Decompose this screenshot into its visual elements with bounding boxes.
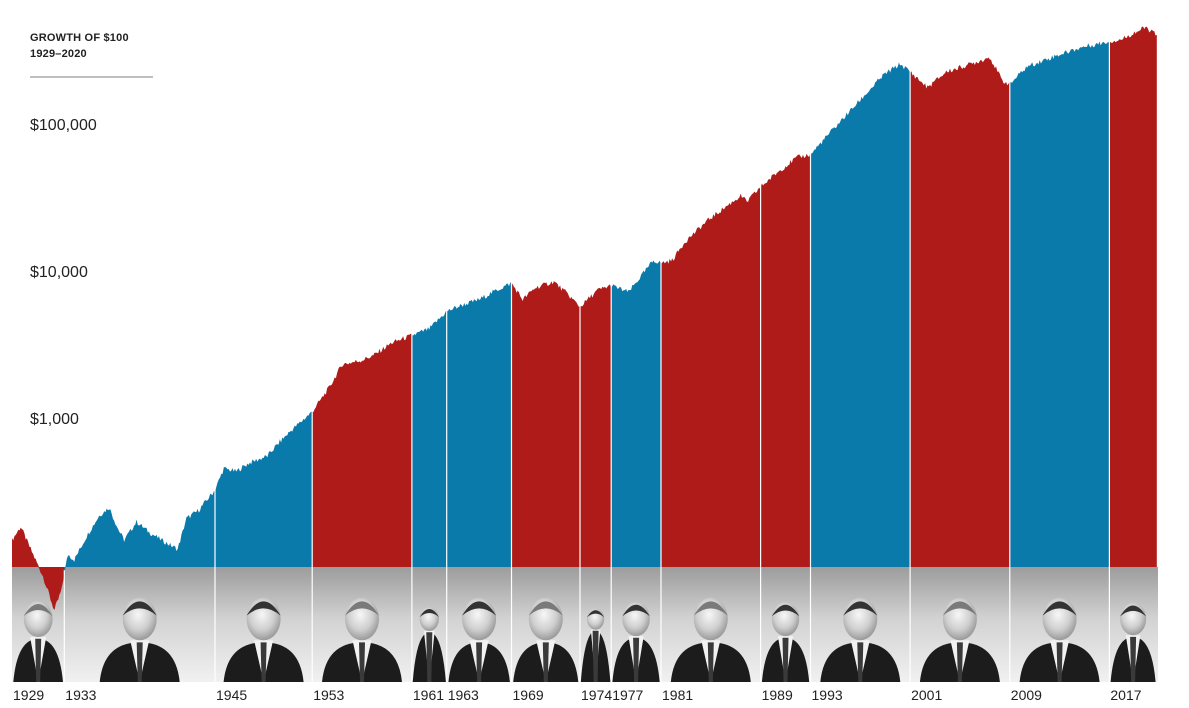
x-tick-label-1953: 1953	[313, 687, 344, 703]
growth-area-below-band-1929	[12, 567, 65, 610]
growth-area-term-2009	[1009, 41, 1110, 567]
term-separator-layer	[63, 39, 1111, 682]
y-tick-label: $10,000	[30, 264, 88, 281]
portrait-hair-2017	[1120, 605, 1147, 617]
x-tick-label-1961: 1961	[413, 687, 444, 703]
portrait-tie-2001	[956, 642, 963, 682]
x-tick-label-1993: 1993	[812, 687, 843, 703]
portrait-hair-1977	[622, 604, 650, 617]
x-tick-label-1981: 1981	[662, 687, 693, 703]
growth-area-term-1981	[661, 187, 761, 567]
x-tick-label-1989: 1989	[762, 687, 793, 703]
portrait-hair-1953	[345, 601, 379, 616]
portrait-1981	[670, 597, 751, 682]
growth-area-term-1961	[411, 310, 447, 567]
growth-area-below-band	[12, 567, 215, 610]
portrait-1953	[322, 597, 402, 682]
portrait-tie-1981	[707, 642, 714, 682]
portrait-1977	[612, 601, 660, 682]
portrait-tie-1963	[476, 642, 483, 682]
portrait-hair-1989	[771, 604, 800, 617]
portrait-1989	[761, 601, 810, 682]
x-tick-label-1929: 1929	[13, 687, 44, 703]
portrait-tie-1977	[633, 637, 640, 682]
portrait-hair-1933	[122, 601, 157, 616]
portrait-hair-1969	[528, 601, 563, 616]
portrait-tie-1993	[857, 642, 864, 682]
portrait-hair-1963	[462, 601, 497, 616]
growth-area-term-1963	[446, 282, 512, 567]
portrait-1961	[412, 607, 446, 682]
portrait-hair-1929	[23, 604, 53, 617]
portrait-2001	[919, 597, 1000, 682]
portrait-tie-2009	[1056, 642, 1063, 682]
portrait-tie-1961	[426, 632, 433, 682]
growth-area-term-1945	[215, 411, 313, 567]
portrait-tie-1929	[35, 638, 42, 682]
chart-title: GROWTH OF $100	[30, 32, 129, 44]
portrait-tie-1945	[260, 642, 267, 682]
chart-subtitle: 1929–2020	[30, 48, 87, 60]
y-axis-labels: $1,000 $10,000 $100,000	[30, 117, 97, 428]
growth-area-term-1969	[511, 281, 580, 567]
portrait-1963	[448, 597, 510, 682]
portrait-tie-1974	[592, 630, 599, 682]
growth-area-layer	[12, 26, 1157, 610]
x-tick-label-2017: 2017	[1110, 687, 1141, 703]
growth-area-term-1977	[611, 260, 661, 567]
portrait-1929	[13, 601, 64, 682]
portrait-tie-1953	[359, 642, 365, 682]
portrait-2009	[1019, 597, 1100, 682]
x-tick-label-1945: 1945	[216, 687, 247, 703]
portrait-tie-1969	[542, 642, 549, 682]
portrait-tie-1989	[782, 637, 789, 682]
y-tick-label: $1,000	[30, 411, 79, 428]
portrait-layer	[13, 597, 1156, 682]
growth-area-term-2001	[910, 57, 1010, 567]
growth-area-term-1974	[580, 284, 612, 567]
growth-area-term-1993	[810, 62, 911, 567]
x-tick-label-1977: 1977	[612, 687, 643, 703]
x-tick-label-1963: 1963	[448, 687, 479, 703]
growth-area-term-1953	[312, 333, 412, 567]
growth-area-term-1933	[64, 491, 215, 575]
growth-area-term-2017	[1109, 26, 1157, 568]
portrait-1969	[513, 597, 579, 682]
portrait-hair-1981	[693, 601, 728, 616]
x-axis-labels: 1929 1933 1945 1953 1961 1963 1969 1974 1977 1981…	[13, 687, 1142, 703]
portrait-hair-1974	[587, 610, 605, 618]
portrait-hair-1993	[843, 601, 878, 616]
x-tick-label-2001: 2001	[911, 687, 942, 703]
y-tick-label: $100,000	[30, 117, 97, 134]
portrait-1974	[580, 608, 611, 682]
x-tick-label-1969: 1969	[513, 687, 544, 703]
portrait-hair-2009	[1042, 601, 1077, 616]
x-tick-label-1974: 1974	[581, 687, 612, 703]
x-tick-label-2009: 2009	[1011, 687, 1042, 703]
x-tick-label-1933: 1933	[65, 687, 96, 703]
portrait-tie-1933	[136, 642, 143, 682]
portrait-hair-2001	[942, 601, 977, 616]
portrait-1933	[99, 597, 180, 682]
portrait-2017	[1110, 602, 1156, 682]
portrait-1993	[820, 597, 901, 682]
portrait-hair-1961	[419, 609, 439, 618]
portrait-1945	[223, 597, 304, 682]
growth-area-term-1989	[760, 153, 811, 567]
portrait-hair-1945	[246, 601, 281, 616]
portrait-tie-2017	[1130, 636, 1137, 682]
